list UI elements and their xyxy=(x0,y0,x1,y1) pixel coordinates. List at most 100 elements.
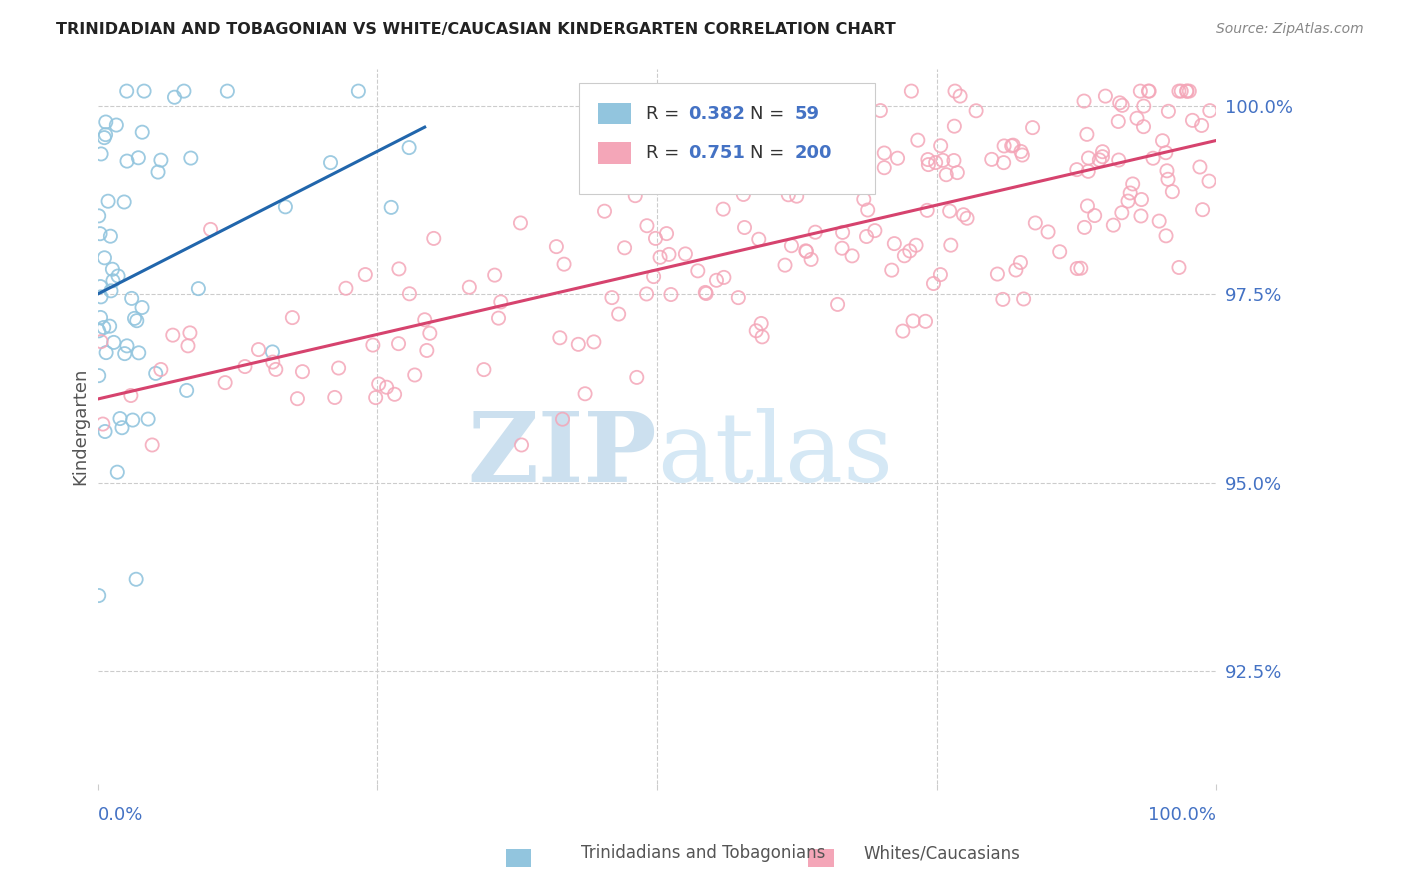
Point xyxy=(404,368,426,382)
Point xyxy=(162,328,184,343)
Point xyxy=(949,89,972,103)
Point xyxy=(775,133,797,147)
Point xyxy=(141,438,163,452)
Point xyxy=(145,367,167,381)
Point xyxy=(1005,263,1028,277)
Point xyxy=(917,158,939,172)
Point xyxy=(827,297,849,311)
Point xyxy=(510,438,533,452)
Point xyxy=(1137,84,1160,98)
Point xyxy=(94,115,117,129)
Point xyxy=(1088,153,1111,167)
Point xyxy=(94,425,117,439)
Point xyxy=(942,153,965,168)
Point xyxy=(1126,112,1149,126)
Point xyxy=(131,125,153,139)
Point xyxy=(1142,151,1164,165)
Point xyxy=(1021,120,1043,135)
Point xyxy=(695,285,717,300)
Point xyxy=(1094,89,1116,103)
Point xyxy=(986,267,1008,281)
Text: 100.0%: 100.0% xyxy=(1149,806,1216,824)
Point xyxy=(869,103,891,118)
Point xyxy=(965,103,987,118)
Point xyxy=(361,338,384,352)
Point xyxy=(600,291,623,305)
Point xyxy=(1102,218,1125,232)
Point xyxy=(574,386,596,401)
Point xyxy=(264,362,287,376)
Point xyxy=(398,286,420,301)
Point xyxy=(873,161,896,175)
Point xyxy=(124,311,146,326)
Point xyxy=(132,84,155,98)
Point xyxy=(323,391,346,405)
Point xyxy=(489,294,512,309)
Point xyxy=(105,118,128,132)
Point xyxy=(1091,150,1114,164)
Point xyxy=(898,244,921,258)
Point xyxy=(943,84,966,98)
Point xyxy=(179,326,201,340)
Point xyxy=(749,317,772,331)
Point xyxy=(1137,84,1160,98)
Text: N =: N = xyxy=(749,104,790,122)
Point xyxy=(613,241,636,255)
Point xyxy=(1108,153,1130,167)
Point xyxy=(112,194,135,209)
Point xyxy=(1116,194,1139,208)
Point xyxy=(1076,128,1098,142)
Point xyxy=(1129,209,1152,223)
Point xyxy=(643,269,665,284)
Point xyxy=(93,320,115,334)
Point xyxy=(636,287,658,301)
Point xyxy=(94,128,117,142)
Point xyxy=(388,261,411,276)
FancyBboxPatch shape xyxy=(598,103,631,124)
Point xyxy=(880,263,903,277)
Point xyxy=(1001,138,1024,153)
Point xyxy=(593,204,616,219)
Point xyxy=(93,130,115,145)
Point xyxy=(149,153,172,168)
Text: 0.0%: 0.0% xyxy=(97,806,143,824)
Point xyxy=(354,268,377,282)
Point xyxy=(484,268,506,282)
Point xyxy=(907,133,929,147)
Point xyxy=(173,84,195,98)
Point xyxy=(1108,95,1130,110)
Point xyxy=(804,225,827,239)
Point xyxy=(553,257,575,271)
Point xyxy=(567,337,589,351)
Point xyxy=(1129,84,1152,98)
Point xyxy=(488,311,510,326)
Point xyxy=(929,138,952,153)
Point xyxy=(90,290,112,304)
Point xyxy=(1154,228,1177,243)
Point xyxy=(103,335,125,350)
Point xyxy=(943,119,966,133)
Point xyxy=(217,84,239,98)
Point xyxy=(107,268,129,283)
Point xyxy=(786,189,808,203)
Point xyxy=(794,244,817,258)
Point xyxy=(1154,145,1177,160)
Point xyxy=(682,168,704,182)
Point xyxy=(938,204,960,219)
Point xyxy=(380,200,402,214)
Point xyxy=(98,319,121,334)
Point xyxy=(780,238,803,252)
Point xyxy=(1175,84,1198,98)
Point xyxy=(1168,260,1191,275)
Point xyxy=(914,314,936,328)
Point xyxy=(734,220,756,235)
Point xyxy=(733,187,755,202)
Point xyxy=(87,368,110,383)
Point xyxy=(87,589,110,603)
Point xyxy=(262,355,284,369)
Point xyxy=(1077,164,1099,178)
Point xyxy=(233,359,256,374)
Point xyxy=(900,84,922,98)
Point xyxy=(89,227,111,241)
Point xyxy=(1191,202,1213,217)
